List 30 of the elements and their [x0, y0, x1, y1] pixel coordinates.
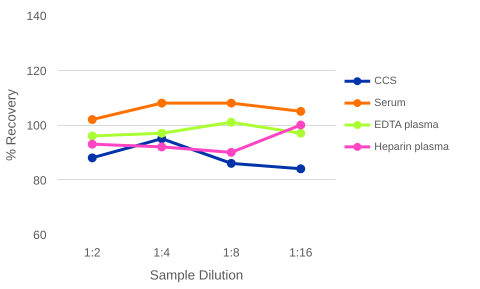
point	[157, 128, 166, 138]
point	[296, 164, 306, 174]
point	[88, 131, 97, 140]
point	[88, 115, 97, 124]
y-tick-label: 60	[33, 228, 47, 242]
point	[296, 106, 306, 116]
x-tick-label: 1:4	[153, 246, 170, 260]
x-axis-title: Sample Dilution	[150, 268, 244, 282]
point	[226, 148, 236, 157]
point	[88, 153, 97, 162]
y-tick-label: 140	[26, 9, 47, 23]
point	[226, 158, 236, 168]
legend-label: CCS	[374, 75, 397, 88]
point	[157, 98, 166, 108]
x-tick-label: 1:2	[84, 246, 101, 260]
x-tick-label: 1:16	[289, 246, 313, 260]
y-axis-title: % Recovery	[3, 88, 18, 161]
x-tick-label: 1:8	[222, 246, 240, 260]
y-tick-label: 100	[26, 118, 47, 132]
legend-label: Heparin plasma	[374, 140, 449, 153]
point	[296, 120, 306, 130]
y-tick-label: 80	[33, 173, 47, 188]
point	[296, 128, 306, 138]
point	[157, 142, 166, 152]
legend-label: Serum	[374, 97, 406, 110]
legend-label: EDTA plasma	[374, 119, 439, 131]
y-tick-label: 120	[26, 64, 47, 78]
point	[226, 118, 236, 127]
point	[226, 98, 236, 108]
point	[88, 140, 97, 149]
